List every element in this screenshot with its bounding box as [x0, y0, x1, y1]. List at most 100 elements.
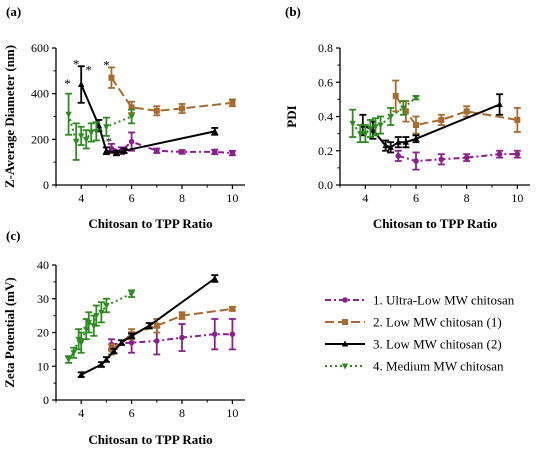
legend-item-s1: 1. Ultra-Low MW chitosan — [325, 293, 515, 308]
series-line — [80, 84, 215, 155]
series-s2 — [392, 79, 521, 135]
y-axis-label: Zeta Potential (mV) — [2, 277, 17, 387]
data-point — [402, 138, 410, 145]
data-point — [413, 122, 419, 129]
x-axis-label: Chitosan to TPP Ratio — [88, 216, 212, 231]
data-point — [128, 291, 135, 298]
x-tick-label: 10 — [226, 191, 238, 205]
x-tick-label: 8 — [464, 191, 470, 205]
data-point — [85, 319, 92, 326]
legend-item-s4: 4. Medium MW chitosan — [325, 359, 504, 374]
data-point — [83, 326, 90, 333]
data-point — [113, 149, 120, 156]
data-point — [179, 334, 185, 341]
x-tick-label: 6 — [413, 191, 419, 205]
y-tick-label: 600 — [31, 41, 49, 55]
data-point — [395, 138, 402, 145]
data-point — [372, 124, 379, 131]
legend-label: 4. Medium MW chitosan — [373, 359, 504, 374]
series-s4 — [349, 95, 420, 144]
x-axis-label: Chitosan to TPP Ratio — [88, 432, 212, 447]
y-tick-label: 0 — [43, 178, 49, 192]
y-tick-label: 0.2 — [318, 144, 333, 158]
series-s3 — [77, 65, 219, 157]
data-point — [463, 154, 470, 161]
data-point — [395, 153, 402, 159]
data-point — [118, 339, 125, 346]
series-line — [397, 153, 518, 163]
x-axis-label: Chitosan to TPP Ratio — [373, 216, 497, 231]
data-point — [70, 350, 77, 357]
data-point — [95, 122, 103, 129]
data-point — [128, 138, 135, 145]
data-point — [377, 122, 384, 129]
data-point — [412, 135, 420, 142]
data-point — [229, 331, 236, 337]
data-point — [110, 347, 118, 354]
data-point — [367, 125, 374, 132]
data-point — [103, 303, 110, 309]
data-point — [98, 361, 105, 368]
data-point — [78, 81, 85, 88]
x-tick-label: 6 — [129, 191, 135, 205]
legend-item-s2: 2. Low MW chitosan (1) — [325, 315, 502, 330]
data-point — [392, 92, 399, 99]
data-point — [229, 99, 236, 106]
chart-panel-c: 0 10 20 30 40 4 6 8 10 Chitosan to TPP Ratio Zeta … — [2, 258, 245, 447]
y-tick-label: 0 — [43, 393, 49, 407]
data-point — [369, 126, 377, 133]
data-point — [387, 143, 394, 150]
y-tick-label: 200 — [31, 132, 49, 146]
data-point — [153, 107, 160, 114]
data-point — [382, 142, 389, 149]
data-point — [108, 145, 115, 152]
panel-label-c: (c) — [6, 228, 20, 243]
data-point — [412, 95, 420, 102]
x-tick-label: 8 — [179, 191, 185, 205]
data-point — [108, 74, 115, 81]
data-point — [103, 124, 110, 131]
legend-label: 2. Low MW chitosan (1) — [373, 315, 502, 330]
x-tick-label: 6 — [129, 406, 135, 420]
data-point — [342, 319, 348, 325]
data-point — [496, 101, 503, 108]
data-point — [146, 322, 153, 329]
chart-panel-a: 0 200 400 600 4 6 8 10 Chitosan to TPP Ratio Z-Av… — [2, 41, 245, 231]
series-s2 — [107, 66, 236, 117]
significance-marker: * — [73, 57, 80, 72]
y-tick-label: 0.4 — [318, 110, 333, 124]
data-point — [103, 356, 110, 362]
panel-label-a: (a) — [6, 4, 21, 19]
y-tick-label: 0.6 — [318, 75, 333, 89]
data-point — [413, 158, 419, 164]
data-point — [128, 104, 135, 111]
x-tick-label: 4 — [78, 191, 84, 205]
y-tick-label: 400 — [31, 87, 49, 101]
series-line — [111, 333, 233, 346]
data-point — [400, 105, 407, 112]
y-tick-label: 20 — [37, 326, 49, 340]
data-point — [514, 116, 521, 123]
series-line — [67, 113, 132, 144]
data-point — [211, 127, 218, 134]
x-tick-label: 4 — [362, 191, 368, 205]
data-point — [229, 150, 236, 156]
data-point — [75, 336, 82, 343]
panel-label-b: (b) — [285, 4, 301, 19]
series-s4 — [65, 92, 136, 161]
data-point — [211, 149, 218, 155]
x-tick-label: 8 — [179, 406, 185, 420]
data-point — [342, 297, 348, 303]
data-point — [128, 339, 135, 346]
x-tick-label: 10 — [226, 406, 238, 420]
y-tick-label: 40 — [37, 258, 49, 272]
data-point — [98, 309, 105, 316]
data-point — [103, 147, 110, 154]
legend-item-s3: 3. Low MW chitosan (2) — [325, 337, 502, 352]
significance-marker: * — [64, 76, 71, 91]
x-tick-label: 4 — [78, 406, 84, 420]
chart-legend: 1. Ultra-Low MW chitosan 2. Low MW chitos… — [325, 293, 515, 374]
data-point — [387, 114, 394, 120]
data-point — [78, 133, 85, 140]
data-point — [78, 371, 85, 378]
